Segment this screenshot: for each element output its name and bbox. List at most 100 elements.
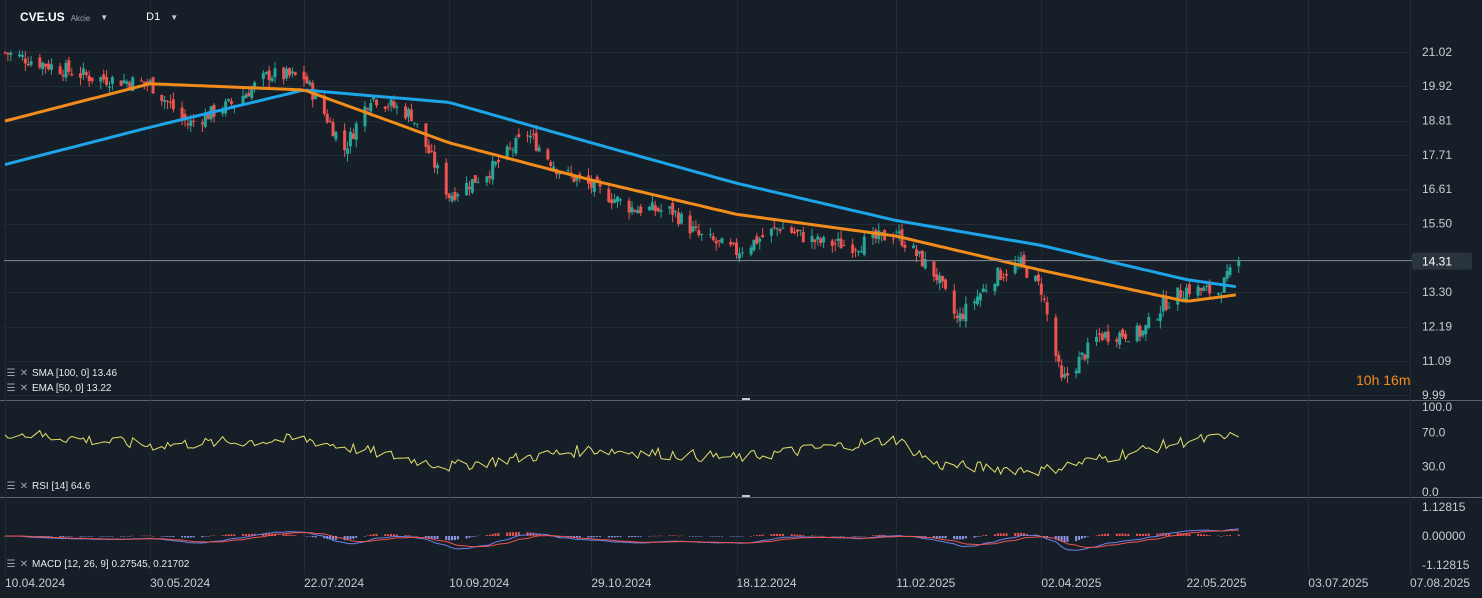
candle — [961, 314, 965, 320]
candle — [128, 82, 132, 89]
settings-icon[interactable]: ☰ — [6, 559, 16, 570]
macd-tick-label: 0.00000 — [1422, 529, 1466, 543]
candle — [941, 275, 945, 282]
candle — [717, 240, 721, 242]
macd-histogram-bar — [999, 533, 1002, 536]
macd-histogram-bar — [488, 534, 491, 536]
candle — [1054, 317, 1058, 356]
macd-histogram-bar — [227, 534, 230, 536]
macd-histogram-bar — [305, 536, 308, 537]
candle — [700, 234, 704, 236]
candle — [920, 250, 924, 267]
macd-histogram-bar — [311, 536, 314, 538]
macd-histogram-bar — [62, 536, 65, 537]
candle — [636, 210, 640, 214]
macd-histogram-bar — [1156, 533, 1159, 536]
rsi-legend: ☰ ✕ RSI [14] 64.6 — [6, 481, 91, 492]
candle — [679, 213, 683, 224]
candle — [639, 206, 643, 214]
symbol-label[interactable]: CVE.US — [20, 10, 65, 24]
macd-histogram-bar — [355, 536, 358, 538]
close-icon[interactable]: ✕ — [19, 481, 29, 492]
macd-histogram-bar — [648, 536, 651, 537]
candle — [566, 169, 570, 171]
date-tick-label: 22.07.2024 — [304, 576, 364, 590]
settings-icon[interactable]: ☰ — [6, 383, 16, 394]
macd-histogram-bar — [526, 532, 529, 536]
candle — [308, 81, 312, 85]
macd-histogram-bar — [677, 535, 680, 537]
close-icon[interactable]: ✕ — [19, 383, 29, 394]
candle — [1124, 333, 1128, 340]
close-icon[interactable]: ✕ — [19, 368, 29, 379]
candle — [473, 175, 477, 183]
macd-histogram-bar — [781, 533, 784, 536]
candle — [38, 57, 42, 68]
candle — [1115, 339, 1119, 342]
candle — [328, 121, 332, 123]
macd-histogram-bar — [410, 535, 413, 537]
rsi-tick-label: 100.0 — [1422, 400, 1452, 414]
close-icon[interactable]: ✕ — [19, 559, 29, 570]
candle — [668, 206, 672, 209]
candle — [932, 261, 936, 277]
macd-histogram-bar — [1165, 533, 1168, 536]
candle — [732, 242, 736, 244]
macd-histogram-bar — [436, 536, 439, 540]
candle — [166, 100, 170, 102]
candle — [618, 199, 622, 201]
macd-histogram-bar — [152, 535, 155, 537]
macd-histogram-bar — [224, 534, 227, 536]
macd-histogram-bar — [424, 536, 427, 538]
candle — [589, 180, 593, 188]
candle — [447, 193, 451, 199]
candle — [862, 236, 866, 255]
macd-histogram-bar — [88, 536, 91, 537]
macd-histogram-bar — [221, 535, 224, 536]
candle — [511, 149, 515, 151]
candle — [790, 227, 794, 233]
candle — [23, 58, 27, 64]
candle — [227, 98, 231, 101]
macd-histogram-bar — [636, 536, 639, 537]
candle — [375, 99, 379, 106]
candle — [674, 211, 678, 213]
macd-histogram-bar — [616, 536, 619, 538]
candle — [383, 106, 387, 109]
candle — [758, 238, 762, 242]
timeframe-dropdown-icon[interactable]: ▼ — [170, 12, 179, 22]
candle — [229, 100, 233, 104]
macd-histogram-bar — [363, 536, 366, 537]
candle — [917, 251, 921, 254]
macd-histogram-bar — [1054, 536, 1057, 540]
macd-histogram-bar — [979, 536, 982, 537]
candle — [720, 238, 724, 244]
candle — [221, 110, 225, 114]
candle — [952, 290, 956, 314]
candle — [1187, 284, 1191, 295]
candle — [1147, 317, 1151, 328]
macd-histogram-bar — [1063, 536, 1066, 543]
macd-histogram-bar — [471, 536, 474, 537]
macd-histogram-bar — [384, 534, 387, 536]
candle — [189, 120, 193, 126]
candle — [711, 236, 715, 241]
macd-histogram — [4, 532, 1240, 543]
macd-histogram-bar — [1121, 533, 1124, 536]
candle — [90, 77, 94, 82]
settings-icon[interactable]: ☰ — [6, 368, 16, 379]
symbol-dropdown-icon[interactable]: ▼ — [100, 12, 109, 22]
candle — [346, 148, 350, 154]
candle — [203, 113, 207, 128]
settings-icon[interactable]: ☰ — [6, 481, 16, 492]
candle — [749, 247, 753, 255]
timeframe-label[interactable]: D1 — [146, 11, 161, 23]
macd-histogram-bar — [837, 536, 840, 537]
macd-histogram-bar — [575, 536, 578, 538]
candle — [1063, 374, 1067, 378]
macd-histogram-bar — [578, 536, 581, 538]
macd-histogram-bar — [1208, 535, 1211, 536]
candle — [1118, 332, 1122, 345]
macd-histogram-bar — [294, 535, 297, 536]
